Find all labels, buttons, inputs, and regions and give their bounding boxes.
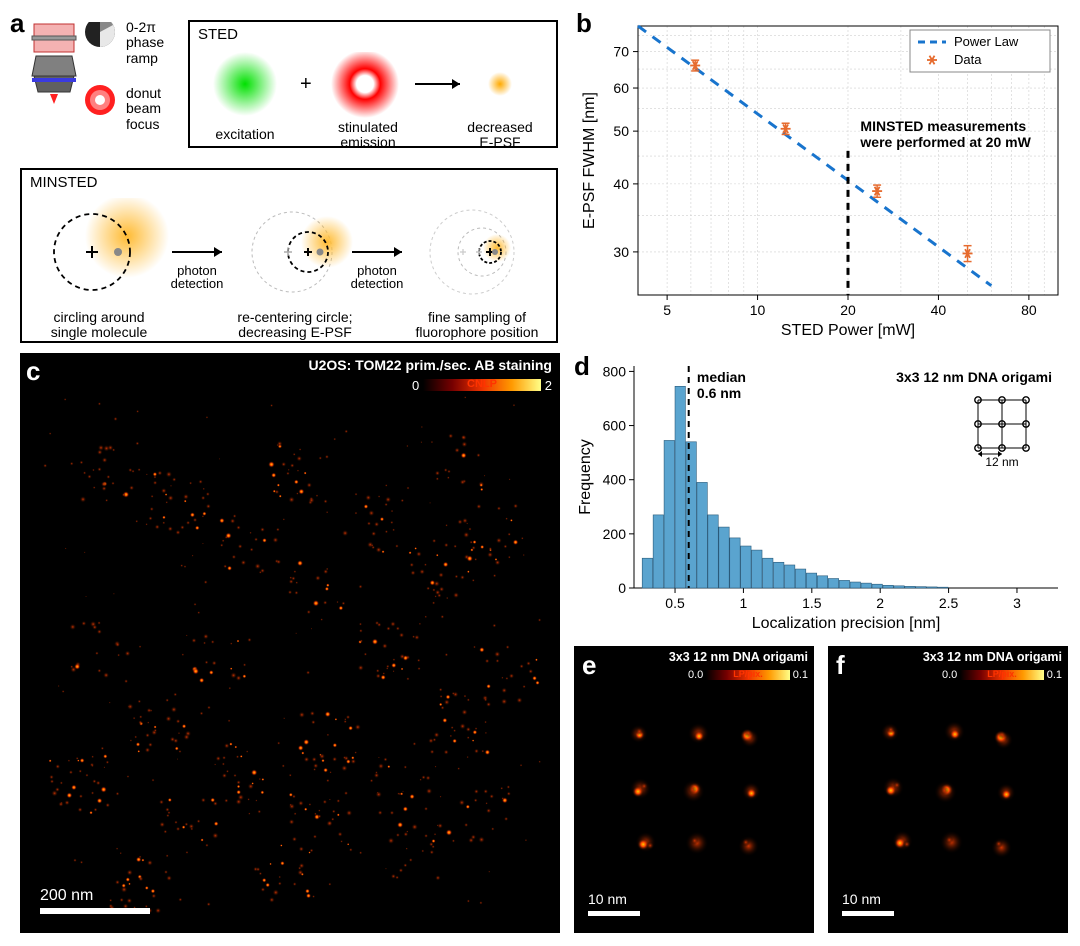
e-cbar-max: 0.1 <box>793 669 808 681</box>
arrow1-label: photon detection <box>162 264 232 290</box>
sted-diagram: + <box>200 52 550 122</box>
svg-text:MINSTED measurements: MINSTED measurements <box>860 118 1026 134</box>
panel-e-scalebar: 10 nm <box>588 891 627 907</box>
svg-text:60: 60 <box>613 80 629 96</box>
arrow2-label: photon detection <box>342 264 412 290</box>
svg-text:median: median <box>697 369 746 385</box>
svg-text:STED Power [mW]: STED Power [mW] <box>781 322 915 339</box>
step1-label: circling around single molecule <box>34 310 164 341</box>
svg-text:30: 30 <box>613 244 629 260</box>
panel-f-colorbar: 0.0 LP/pix. 0.1 <box>942 668 1062 682</box>
sted-box: STED + excitation stinulated emission de… <box>188 20 558 148</box>
cbar-max: 2 <box>545 378 552 393</box>
sted-title: STED <box>198 26 238 43</box>
svg-text:800: 800 <box>603 363 627 379</box>
svg-text:40: 40 <box>931 302 947 318</box>
panel-b-chart: 5 10 20 40 80 30 40 50 60 70 STED Power [mW] E-PSF … <box>576 16 1070 343</box>
svg-text:200: 200 <box>603 526 627 542</box>
svg-text:0.6 nm: 0.6 nm <box>697 385 741 401</box>
svg-text:40: 40 <box>613 176 629 192</box>
panel-e-label: e <box>582 650 596 681</box>
svg-text:2: 2 <box>876 595 884 611</box>
svg-text:600: 600 <box>603 418 627 434</box>
svg-text:0: 0 <box>618 580 626 596</box>
panel-f-label: f <box>836 650 845 681</box>
svg-text:1.5: 1.5 <box>802 595 822 611</box>
panel-f-svg <box>828 646 1068 933</box>
panel-c-label: c <box>26 356 40 387</box>
panel-e-svg <box>574 646 814 933</box>
panel-f-title: 3x3 12 nm DNA origami <box>923 650 1062 664</box>
svg-text:70: 70 <box>613 44 629 60</box>
panel-e-colorbar: 0.0 LP/pix. 0.1 <box>688 668 808 682</box>
svg-text:5: 5 <box>663 302 671 318</box>
step2-label: re-centering circle; decreasing E-PSF <box>220 310 370 341</box>
svg-text:10: 10 <box>750 302 766 318</box>
panel-a-label: a <box>10 8 24 39</box>
svg-text:E-PSF FWHM [nm]: E-PSF FWHM [nm] <box>581 92 598 229</box>
panel-f-scalebar: 10 nm <box>842 891 881 907</box>
panel-e-image: 3x3 12 nm DNA origami 0.0 LP/pix. 0.1 10… <box>574 646 814 933</box>
f-cbar-label: LP/pix. <box>987 669 1017 679</box>
svg-text:Power Law: Power Law <box>954 34 1019 49</box>
panel-f-image: 3x3 12 nm DNA origami 0.0 LP/pix. 0.1 10… <box>828 646 1068 933</box>
svg-text:Localization precision [nm]: Localization precision [nm] <box>752 615 941 632</box>
panel-c-svg <box>20 353 560 933</box>
panel-c-scalebar: 200 nm <box>40 887 93 905</box>
panel-e-title: 3x3 12 nm DNA origami <box>669 650 808 664</box>
svg-text:3: 3 <box>1013 595 1021 611</box>
minsted-box: MINSTED <box>20 168 558 343</box>
svg-text:20: 20 <box>840 302 856 318</box>
svg-text:50: 50 <box>613 123 629 139</box>
svg-text:Data: Data <box>954 52 982 67</box>
svg-text:400: 400 <box>603 472 627 488</box>
e-cbar-min: 0.0 <box>688 669 703 681</box>
phase-ramp-text: 0-2π phase ramp <box>126 20 164 66</box>
stim-label: stinulated emission <box>328 120 408 149</box>
dec-label: decreased E-PSF <box>460 120 540 149</box>
panel-c-image: U2OS: TOM22 prim./sec. AB staining 0 CNL… <box>20 353 560 933</box>
panel-d-histogram: 0.5 1 1.5 2 2.5 3 0 200 400 600 800 Localization pr… <box>574 354 1070 634</box>
step3-label: fine sampling of fluorophore position <box>402 310 552 341</box>
svg-text:80: 80 <box>1021 302 1037 318</box>
svg-text:Frequency: Frequency <box>577 439 594 515</box>
panel-c-colorbar: 0 CNLP 2 <box>412 377 552 393</box>
cbar-label: CNLP <box>467 378 497 390</box>
svg-text:2.5: 2.5 <box>939 595 959 611</box>
donut-beam-text: donut beam focus <box>126 86 161 132</box>
svg-text:12 nm: 12 nm <box>985 455 1018 469</box>
panel-c-title: U2OS: TOM22 prim./sec. AB staining <box>308 357 552 373</box>
f-cbar-min: 0.0 <box>942 669 957 681</box>
svg-text:0.5: 0.5 <box>665 595 685 611</box>
e-cbar-label: LP/pix. <box>733 669 763 679</box>
svg-text:1: 1 <box>740 595 748 611</box>
minsted-diagram <box>32 198 550 308</box>
cbar-min: 0 <box>412 378 419 393</box>
minsted-title: MINSTED <box>30 174 98 191</box>
figure-root: a 0-2π phase ramp donut beam focus STED <box>8 8 1072 938</box>
svg-text:3x3 12 nm DNA origami: 3x3 12 nm DNA origami <box>896 369 1052 385</box>
excitation-label: excitation <box>210 126 280 142</box>
f-cbar-max: 0.1 <box>1047 669 1062 681</box>
svg-text:+: + <box>300 73 312 95</box>
svg-text:were performed at 20 mW: were performed at 20 mW <box>859 134 1031 150</box>
